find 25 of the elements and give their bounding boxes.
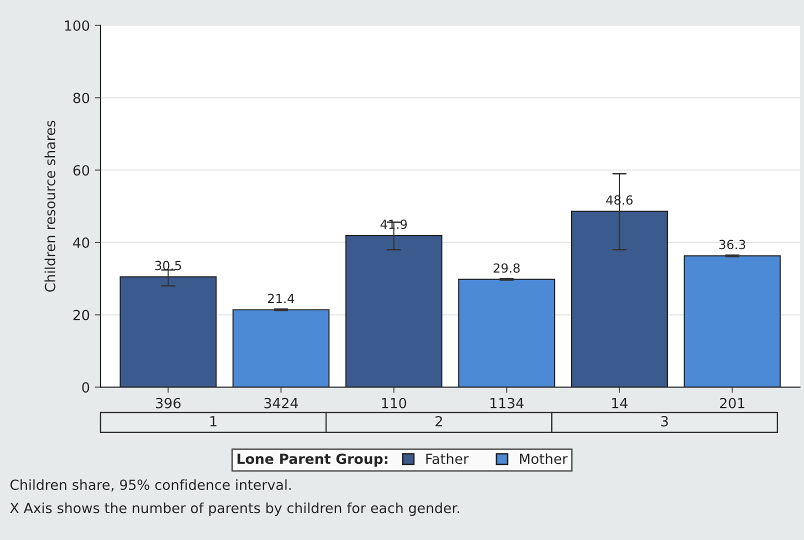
legend-label: Mother bbox=[520, 453, 568, 464]
text: 2 bbox=[436, 416, 442, 426]
y-tick-label: 40 bbox=[73, 237, 90, 248]
y-tick-label: 100 bbox=[65, 20, 90, 31]
x-tick-label: 14 bbox=[612, 398, 628, 408]
data-label: 21.4 bbox=[268, 294, 294, 303]
data-label: 36.3 bbox=[719, 240, 746, 250]
y-tick-label: 0 bbox=[82, 382, 90, 393]
x-tick-label: 201 bbox=[720, 398, 744, 408]
x-tick-label: 3424 bbox=[264, 398, 298, 408]
y-tick-label: 60 bbox=[73, 165, 90, 176]
x-tick-label: 396 bbox=[156, 398, 181, 408]
y-axis-title: Children resource shares bbox=[44, 120, 56, 292]
y-tick-label: 80 bbox=[73, 92, 90, 104]
data-label: 30.5 bbox=[155, 260, 182, 270]
text: Children share, 95% confidence interval. bbox=[10, 479, 291, 492]
text: 3 bbox=[661, 416, 668, 426]
x-tick-label: 1134 bbox=[490, 398, 524, 408]
legend-title: Lone Parent Group: bbox=[238, 454, 388, 467]
text: X Axis shows the number of parents by children for each gender. bbox=[10, 502, 460, 516]
data-label: 29.8 bbox=[494, 263, 520, 273]
x-tick-label: 110 bbox=[382, 398, 406, 408]
y-tick-label: 20 bbox=[73, 310, 90, 320]
legend-label: Father bbox=[426, 453, 469, 464]
text: 1 bbox=[210, 416, 216, 426]
